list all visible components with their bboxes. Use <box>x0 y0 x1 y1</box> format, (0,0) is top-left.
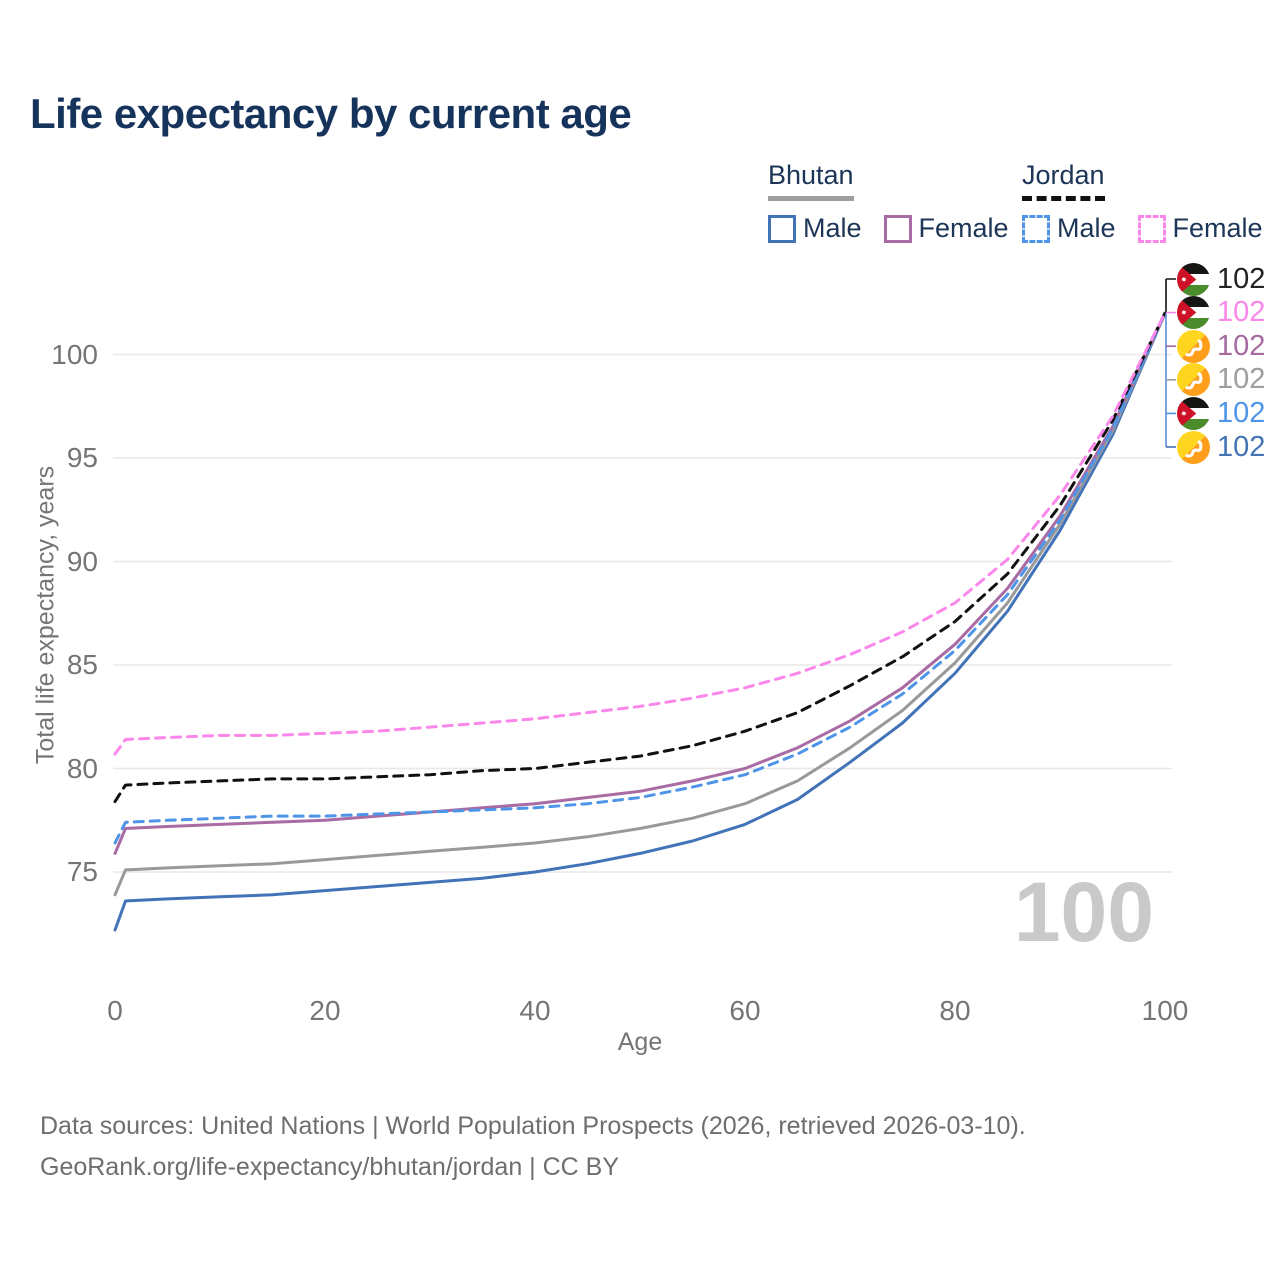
series-line-bhutan-male <box>113 311 1167 932</box>
legend-item-jordan-male[interactable]: Male <box>1022 213 1116 244</box>
end-label-bhutan-male: 102 <box>1177 430 1265 464</box>
series-line-bhutan <box>113 311 1167 897</box>
jordan-flag-icon <box>1177 396 1210 430</box>
legend-country-jordan[interactable]: Jordan <box>1022 160 1105 201</box>
legend-item-jordan-female[interactable]: Female <box>1137 213 1263 244</box>
y-tick-75: 75 <box>66 856 98 887</box>
y-axis-title: Total life expectancy, years <box>31 465 60 765</box>
bhutan-flag-icon <box>1177 329 1210 363</box>
legend-group-jordan: Jordan Male Female <box>1022 160 1263 244</box>
footer: Data sources: United Nations | World Pop… <box>40 1106 1026 1188</box>
y-tick-85: 85 <box>66 649 98 680</box>
x-tick-80: 80 <box>939 995 971 1026</box>
x-tick-40: 40 <box>519 995 551 1026</box>
x-tick-0: 0 <box>107 995 123 1026</box>
end-label-jordan-female: 102 <box>1177 296 1265 330</box>
footer-attribution: GeoRank.org/life-expectancy/bhutan/jorda… <box>40 1153 620 1181</box>
series-line-bhutan-female <box>113 311 1167 855</box>
y-tick-90: 90 <box>66 545 98 577</box>
legend-group-bhutan: Bhutan Male Female <box>768 160 1009 244</box>
jordan-flag-icon <box>1177 262 1210 296</box>
series-line-jordan <box>113 311 1167 804</box>
bhutan-flag-icon <box>1177 363 1210 397</box>
end-label-jordan-male: 102 <box>1177 396 1265 430</box>
x-tick-20: 20 <box>309 995 341 1026</box>
bhutan-flag-icon <box>1177 430 1210 464</box>
legend-item-bhutan-male[interactable]: Male <box>768 213 862 244</box>
x-tick-60: 60 <box>729 995 761 1026</box>
legend-country-bhutan[interactable]: Bhutan <box>768 160 854 201</box>
x-axis-title: Age <box>617 1028 663 1056</box>
page-title: Life expectancy by current age <box>30 90 632 137</box>
jordan-flag-icon <box>1177 296 1210 330</box>
y-tick-100: 100 <box>51 338 98 370</box>
legend-item-bhutan-female[interactable]: Female <box>883 213 1009 244</box>
series-line-jordan-female <box>113 311 1167 756</box>
y-tick-80: 80 <box>66 752 98 784</box>
end-label-bhutan-total: 102 <box>1177 363 1265 397</box>
series-line-jordan-male <box>113 311 1167 845</box>
bhutan-male-swatch-icon <box>768 214 796 243</box>
end-label-bhutan-female: 102 <box>1177 329 1265 363</box>
bhutan-female-swatch-icon <box>883 214 912 243</box>
jordan-female-swatch-icon <box>1137 214 1166 243</box>
y-tick-95: 95 <box>66 442 98 473</box>
jordan-male-swatch-icon <box>1022 214 1050 243</box>
x-tick-100: 100 <box>1141 995 1189 1026</box>
end-label-jordan-total: 102 <box>1177 262 1265 296</box>
footer-sources: Data sources: United Nations | World Pop… <box>40 1112 1026 1140</box>
age-watermark: 100 <box>1013 865 1154 959</box>
